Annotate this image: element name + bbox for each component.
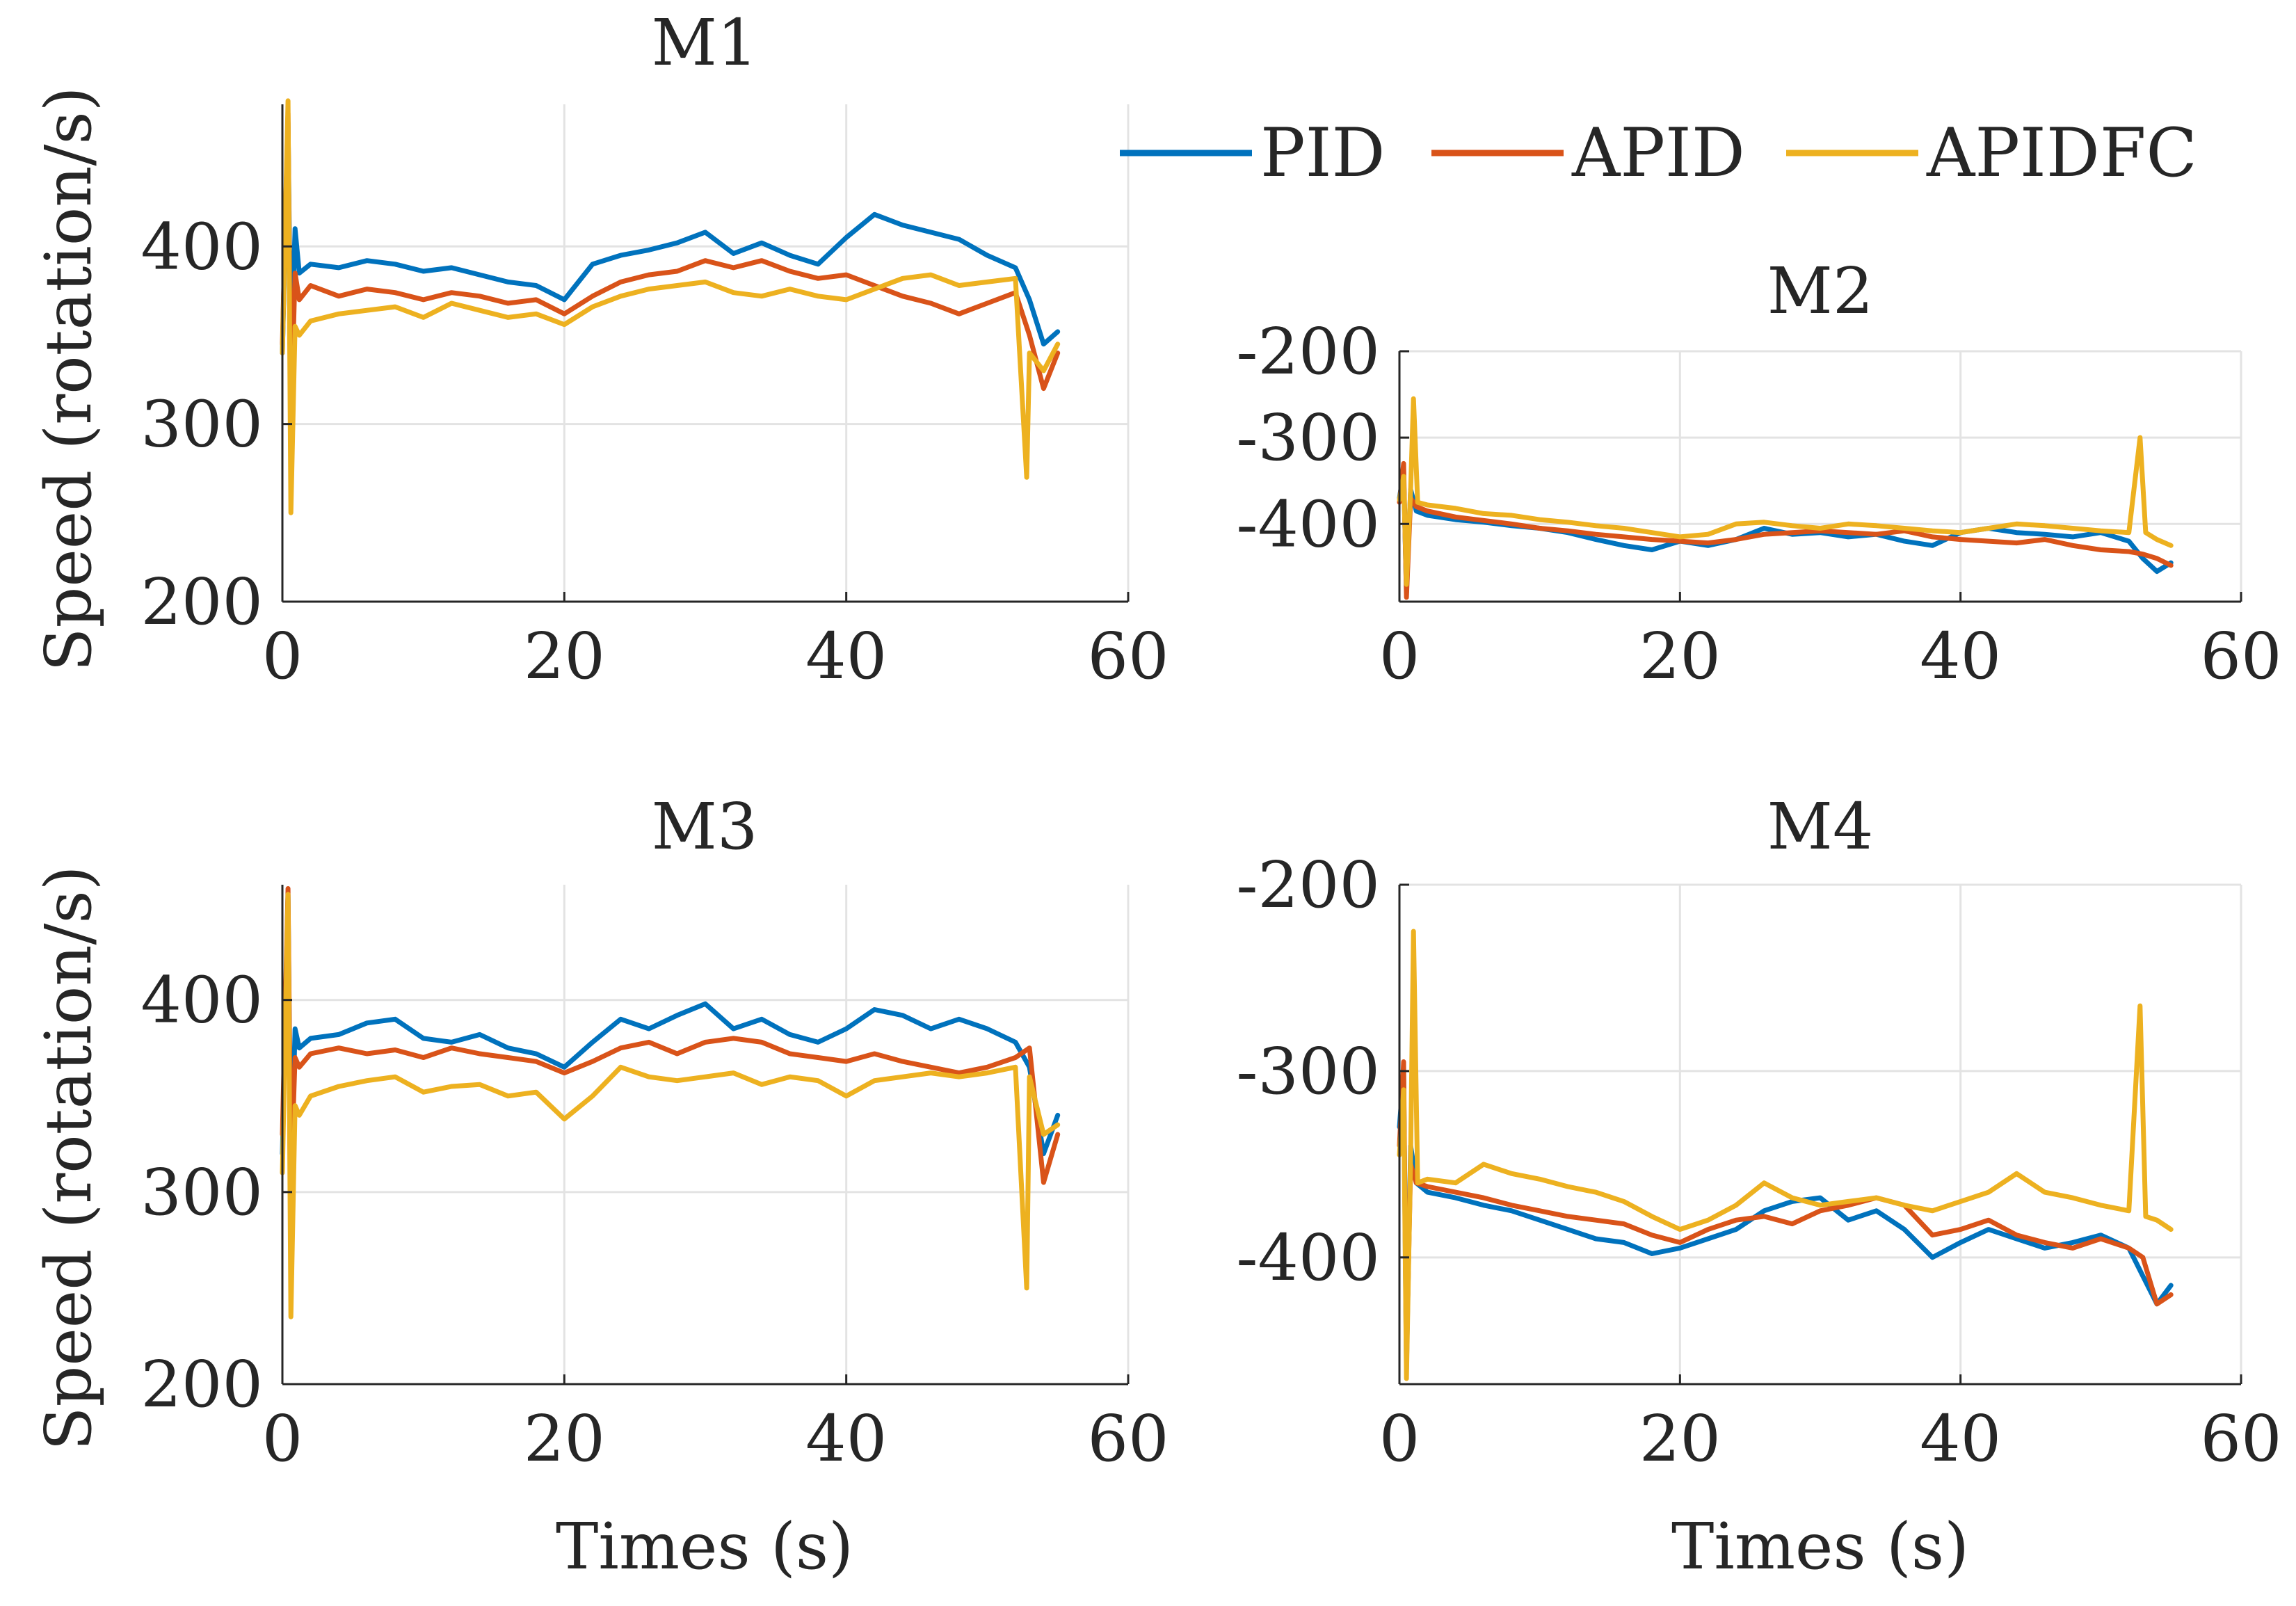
legend-label-pid: PID bbox=[1260, 114, 1385, 192]
panel-m2: M2 0 20 40 60 -200 -300 -400 bbox=[1236, 254, 2281, 693]
series-line-apidfc bbox=[1397, 396, 2174, 587]
x-tick-label: 20 bbox=[524, 1402, 605, 1476]
legend-label-apid: APID bbox=[1571, 114, 1745, 192]
plot-area bbox=[280, 98, 1061, 515]
x-tick-label: 40 bbox=[1920, 1402, 2001, 1476]
series-line-pid bbox=[280, 120, 1061, 374]
x-tick-label: 20 bbox=[1639, 1402, 1721, 1476]
grid bbox=[281, 104, 1130, 603]
y-axis-title: Speed (rotation/s) bbox=[31, 865, 106, 1450]
panel-title: M2 bbox=[1767, 254, 1874, 328]
series-line-apidfc bbox=[1397, 929, 2174, 1381]
axes: 0 20 40 60 200 300 400 bbox=[141, 104, 1169, 693]
series-line-apid bbox=[1397, 1059, 2174, 1363]
y-tick-label: 200 bbox=[141, 565, 263, 639]
x-tick-label: 60 bbox=[1087, 1402, 1169, 1476]
grid bbox=[1398, 350, 2242, 602]
y-tick-label: 300 bbox=[141, 387, 263, 462]
series-line-apid bbox=[280, 111, 1061, 427]
x-axis-title: Times (s) bbox=[556, 1509, 853, 1584]
y-tick-label: -300 bbox=[1236, 401, 1380, 475]
x-tick-label: 40 bbox=[1920, 619, 2001, 693]
grid bbox=[281, 885, 1130, 1386]
y-tick-label: 200 bbox=[141, 1347, 263, 1422]
panel-m1: M1 0 20 40 60 200 300 400 Speed (rotation/s) bbox=[31, 6, 1169, 693]
plot-area bbox=[1397, 929, 2174, 1381]
x-tick-label: 20 bbox=[524, 619, 605, 693]
x-tick-label: 40 bbox=[805, 1402, 887, 1476]
panel-title: M3 bbox=[652, 789, 758, 864]
x-axis-title: Times (s) bbox=[1671, 1509, 1969, 1584]
panel-title: M4 bbox=[1767, 789, 1874, 864]
x-tick-label: 60 bbox=[1087, 619, 1169, 693]
y-tick-label: 400 bbox=[141, 963, 263, 1038]
panel-m4: M4 0 20 40 60 -200 -300 -400 Times (s) bbox=[1236, 789, 2281, 1584]
x-tick-label: 60 bbox=[2200, 619, 2281, 693]
x-tick-label: 0 bbox=[1379, 1402, 1420, 1476]
y-tick-label: -400 bbox=[1236, 1221, 1380, 1295]
grid bbox=[1398, 883, 2242, 1384]
y-tick-label: -300 bbox=[1236, 1034, 1380, 1109]
series-line-pid bbox=[280, 892, 1061, 1195]
series-line-apidfc bbox=[280, 98, 1061, 515]
y-axis-title: Speed (rotation/s) bbox=[31, 86, 106, 671]
legend-label-apidfc: APIDFC bbox=[1926, 114, 2197, 192]
x-tick-label: 60 bbox=[2200, 1402, 2281, 1476]
series-line-apid bbox=[280, 886, 1061, 1185]
y-tick-label: -200 bbox=[1236, 314, 1380, 389]
y-tick-label: 400 bbox=[141, 209, 263, 284]
y-tick-label: 300 bbox=[141, 1155, 263, 1230]
series-line-apidfc bbox=[280, 892, 1061, 1319]
x-tick-label: 0 bbox=[262, 1402, 303, 1476]
series-line-pid bbox=[1397, 469, 2174, 596]
x-tick-label: 0 bbox=[262, 619, 303, 693]
y-tick-label: -400 bbox=[1236, 487, 1380, 561]
y-tick-label: -200 bbox=[1236, 848, 1380, 922]
legend: PID APID APIDFC bbox=[1120, 114, 2197, 192]
x-tick-label: 40 bbox=[805, 619, 887, 693]
plot-area bbox=[1397, 396, 2174, 600]
panel-title: M1 bbox=[652, 6, 758, 80]
panel-m3: M3 0 20 40 60 200 300 400 Speed (rotation/s) T… bbox=[31, 789, 1169, 1584]
axes: 0 20 40 60 -200 -300 -400 bbox=[1236, 314, 2281, 693]
series-line-apid bbox=[1397, 460, 2174, 600]
axes: 0 20 40 60 -200 -300 -400 bbox=[1236, 848, 2281, 1476]
plot-area bbox=[280, 886, 1061, 1319]
x-tick-label: 0 bbox=[1379, 619, 1420, 693]
x-tick-label: 20 bbox=[1639, 619, 1721, 693]
axes: 0 20 40 60 200 300 400 bbox=[141, 885, 1169, 1476]
